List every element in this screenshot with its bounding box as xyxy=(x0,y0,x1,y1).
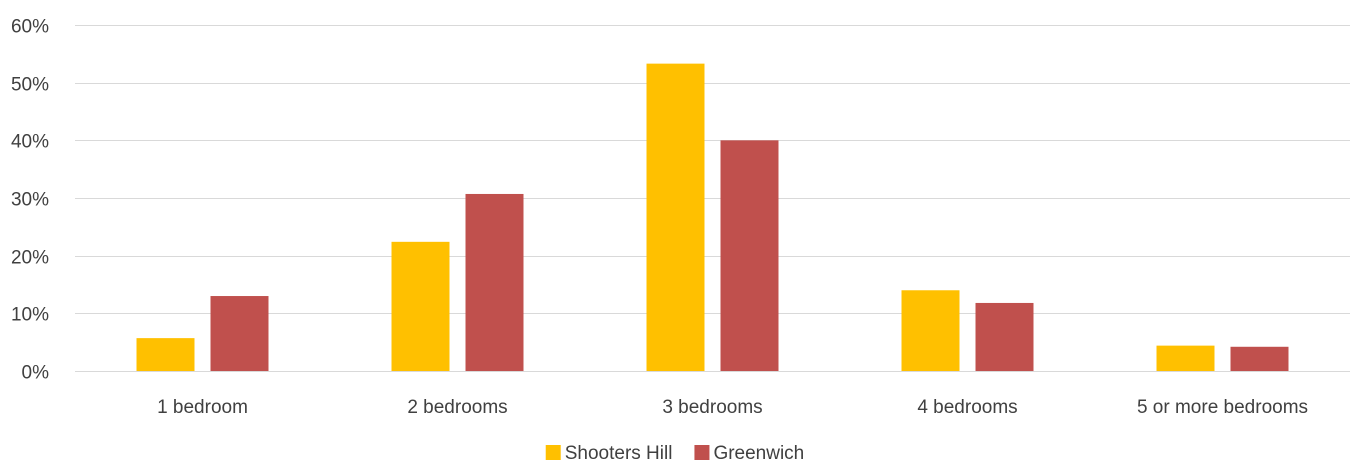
legend-label: Greenwich xyxy=(713,443,804,464)
bar-shooters-hill xyxy=(1156,345,1215,371)
bar-greenwich xyxy=(465,193,524,371)
bar-greenwich xyxy=(720,140,779,371)
legend-swatch-greenwich xyxy=(694,445,710,460)
bar-greenwich xyxy=(1230,346,1289,371)
y-tick-label: 30% xyxy=(11,190,49,211)
y-tick-label: 40% xyxy=(11,132,49,153)
legend-label: Shooters Hill xyxy=(565,443,673,464)
y-tick-label: 20% xyxy=(11,248,49,269)
x-tick-label: 2 bedrooms xyxy=(407,397,507,418)
x-tick-label: 4 bedrooms xyxy=(917,397,1017,418)
bar-shooters-hill xyxy=(391,241,450,371)
bar-shooters-hill xyxy=(901,290,960,371)
legend-swatch-shooters-hill xyxy=(545,445,561,460)
x-tick-label: 5 or more bedrooms xyxy=(1137,397,1308,418)
y-tick-label: 0% xyxy=(22,363,50,384)
x-tick-label: 3 bedrooms xyxy=(662,397,762,418)
y-tick-label: 50% xyxy=(11,75,49,96)
bar-greenwich xyxy=(975,302,1034,371)
y-tick-label: 10% xyxy=(11,305,49,326)
bar-shooters-hill xyxy=(646,63,705,372)
bar-greenwich xyxy=(210,296,269,371)
y-tick-label: 60% xyxy=(11,17,49,38)
x-tick-label: 1 bedroom xyxy=(157,397,248,418)
bar-shooters-hill xyxy=(136,338,195,371)
